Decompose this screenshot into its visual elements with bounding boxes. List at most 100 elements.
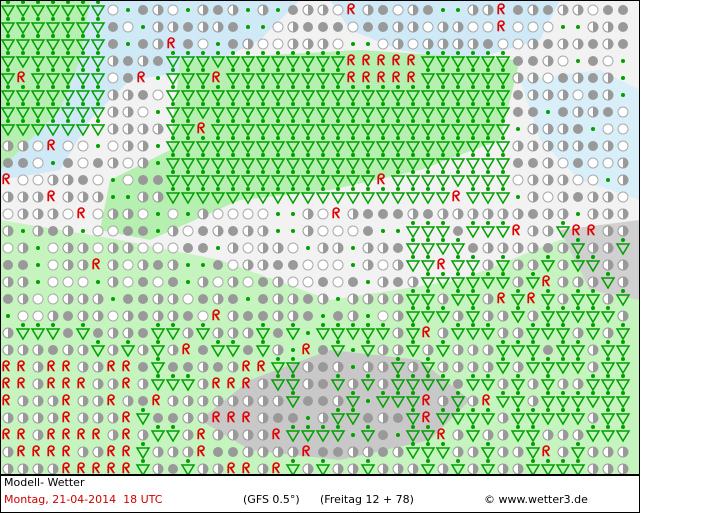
overcast-symbol [228,294,238,304]
rain-dot [51,34,55,38]
rain-dot [501,51,505,55]
rain-dot [291,391,295,395]
overcast-symbol [603,107,613,117]
overcast-symbol [303,22,313,32]
shower-symbol [60,73,76,86]
cloud-fill [23,141,28,151]
thunderstorm-symbol: ᖇ [227,376,236,392]
clear-symbol [257,38,269,50]
cloud-fill [263,243,268,253]
clear-symbol [332,259,344,271]
overcast-symbol [3,294,13,304]
shower-symbol [465,158,481,171]
cloud-fill [218,226,223,236]
cloud-fill [248,430,253,440]
rain-dot [561,391,565,395]
clear-symbol [197,38,209,50]
shower-symbol [180,158,196,171]
rain-dot [366,153,370,157]
cloud-fill [623,209,628,219]
cloud-fill [338,243,343,253]
rain-dot [471,306,475,310]
shower-symbol [90,345,106,358]
overcast-symbol [93,158,103,168]
rain-dot [501,357,505,361]
cloud-fill [563,379,568,389]
shower-symbol [585,294,601,307]
cloud-fill [578,107,583,117]
rain-dot [576,442,580,446]
shower-symbol [45,5,61,18]
thunderstorm-symbol: ᖇ [497,19,506,35]
rain-dot [621,340,625,344]
shower-symbol [405,226,421,239]
shower-symbol [600,430,616,443]
overcast-symbol [213,5,223,15]
cloud-fill [173,226,178,236]
cloud-fill [548,209,553,219]
overcast-symbol [168,413,178,423]
rain-dot [621,238,625,242]
rain-dot [471,323,475,327]
shower-symbol [390,90,406,103]
drizzle-dot [306,246,310,250]
shower-symbol [255,345,271,358]
cloud-fill [23,464,28,474]
cloud-fill [233,277,238,287]
shower-symbol [345,192,361,205]
cloud-fill [233,430,238,440]
overcast-symbol [3,260,13,270]
clear-symbol [107,4,119,16]
overcast-symbol [138,175,148,185]
clear-symbol [77,157,89,169]
thunderstorm-symbol: ᖇ [77,206,86,222]
cloud-fill [563,175,568,185]
rain-dot [216,85,220,89]
shower-symbol [270,73,286,86]
shower-symbol [270,124,286,137]
rain-dot [96,68,100,72]
shower-symbol [15,107,31,120]
cloud-fill [158,124,163,134]
cloud-fill [353,209,358,219]
cloud-fill [578,5,583,15]
shower-symbol [540,413,556,426]
shower-symbol [495,260,511,273]
clear-symbol [617,191,629,203]
clear-symbol [602,55,614,67]
thunderstorm-symbol: ᖇ [92,427,101,443]
shower-symbol [0,5,16,18]
rain-dot [501,102,505,106]
overcast-symbol [198,226,208,236]
rain-dot [141,442,145,446]
rain-dot [291,357,295,361]
thunderstorm-symbol: ᖇ [47,444,56,460]
clear-symbol [572,89,584,101]
rain-dot [366,374,370,378]
shower-symbol [30,90,46,103]
overcast-symbol [183,39,193,49]
shower-symbol [240,56,256,69]
thunderstorm-symbol: ᖇ [257,359,266,375]
shower-symbol [480,192,496,205]
shower-symbol [165,90,181,103]
shower-symbol [0,107,16,120]
rain-dot [201,136,205,140]
overcast-symbol [318,345,328,355]
cloud-fill [533,90,538,100]
overcast-symbol [588,141,598,151]
overcast-symbol [183,362,193,372]
shower-symbol [435,175,451,188]
overcast-symbol [288,260,298,270]
shower-symbol [570,311,586,324]
shower-symbol [330,328,346,341]
rain-dot [366,102,370,106]
shower-symbol [540,260,556,273]
rain-dot [36,34,40,38]
shower-symbol [210,192,226,205]
rain-dot [246,68,250,72]
drizzle-dot [366,280,370,284]
cloud-fill [113,90,118,100]
thunderstorm-symbol: ᖇ [17,359,26,375]
overcast-symbol [228,447,238,457]
